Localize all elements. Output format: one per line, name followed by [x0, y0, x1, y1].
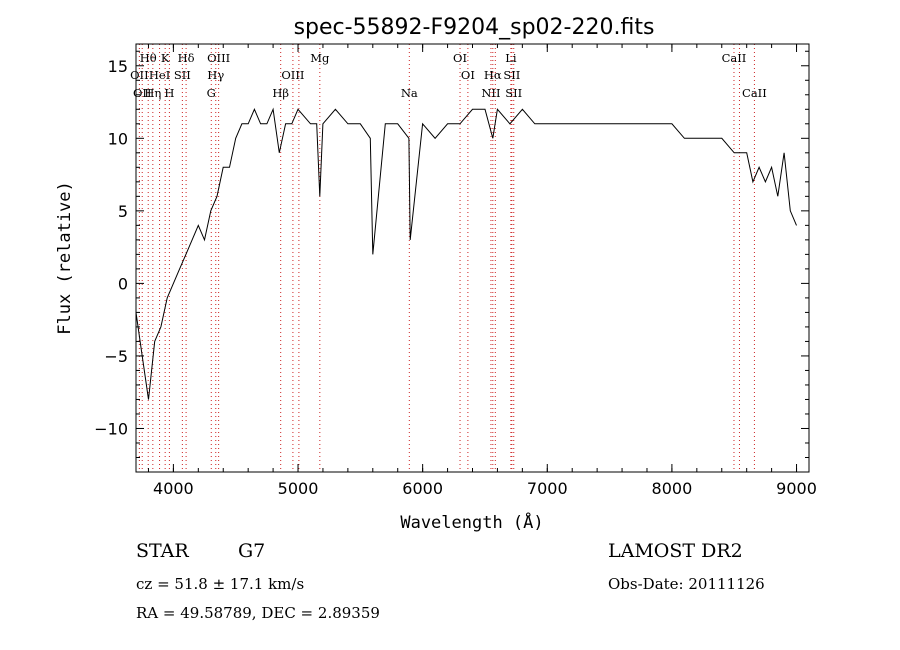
- spectral-line-label: NII: [481, 86, 500, 100]
- redshift-cz: cz = 51.8 ± 17.1 km/s: [136, 575, 305, 593]
- x-tick-label: 5000: [278, 479, 319, 498]
- survey-name: LAMOST DR2: [608, 540, 743, 562]
- spectral-line-label: Hα: [484, 68, 502, 82]
- spectral-line-label: Hη: [144, 86, 161, 100]
- spectral-line-label: Hβ: [272, 86, 289, 100]
- y-tick-label: 5: [118, 202, 128, 221]
- observation-date: Obs-Date: 20111126: [608, 575, 765, 593]
- spectral-line-label: Na: [401, 86, 418, 100]
- spectral-line-label: G: [207, 86, 216, 100]
- spectral-line-label: K: [161, 51, 170, 65]
- object-subclass: G7: [238, 540, 266, 562]
- object-class: STAR: [136, 540, 189, 562]
- spectral-line-label: Hδ: [178, 51, 195, 65]
- y-axis-label: Flux (relative): [55, 181, 75, 335]
- spectral-line-label: HeI: [149, 68, 170, 82]
- x-axis-label: Wavelength (Å): [400, 511, 543, 533]
- y-tick-label: −5: [104, 347, 128, 366]
- spectral-line-markers: [138, 44, 755, 472]
- x-tick-label: 7000: [527, 479, 568, 498]
- spectral-line-label: SII: [505, 86, 522, 100]
- spectral-line-label: CaII: [742, 86, 767, 100]
- spectrum-series-line: [135, 107, 797, 400]
- spectral-line-label: OII: [130, 68, 149, 82]
- x-tick-label: 4000: [153, 479, 194, 498]
- spectral-line-label: OII: [133, 86, 152, 100]
- spectral-line-label: CaII: [722, 51, 747, 65]
- y-tick-label: 0: [118, 274, 128, 293]
- axis-ticks: 4000 5000 6000 7000 8000 9000 −10 −5 0 5 10 15: [94, 44, 817, 498]
- spectral-line-labels: OIIOIIHθHηHeIKHSIIHδGHγOIIIHβOIIIMgNaOIO…: [130, 51, 767, 100]
- y-tick-label: −10: [94, 419, 128, 438]
- ra-dec: RA = 49.58789, DEC = 2.89359: [136, 604, 380, 622]
- plot-frame: [135, 43, 810, 473]
- spectral-line-label: H: [164, 86, 174, 100]
- spectral-line-label: OI: [453, 51, 467, 65]
- spectral-line-label: OIII: [281, 68, 304, 82]
- spectral-line-label: Hγ: [207, 68, 224, 82]
- spectral-line-label: SII: [503, 68, 520, 82]
- y-tick-label: 15: [108, 57, 128, 76]
- x-tick-label: 9000: [776, 479, 817, 498]
- y-tick-label: 10: [108, 129, 128, 148]
- spectral-line-label: OI: [461, 68, 475, 82]
- spectral-line-label: SII: [174, 68, 191, 82]
- spectral-line-label: OIII: [207, 51, 230, 65]
- spectral-line-label: Mg: [310, 51, 330, 65]
- x-tick-label: 6000: [402, 479, 443, 498]
- x-tick-label: 8000: [652, 479, 693, 498]
- spectral-line-label: Hθ: [140, 51, 157, 65]
- spectral-line-label: Li: [505, 51, 517, 65]
- chart-title: spec-55892-F9204_sp02-220.fits: [294, 15, 655, 40]
